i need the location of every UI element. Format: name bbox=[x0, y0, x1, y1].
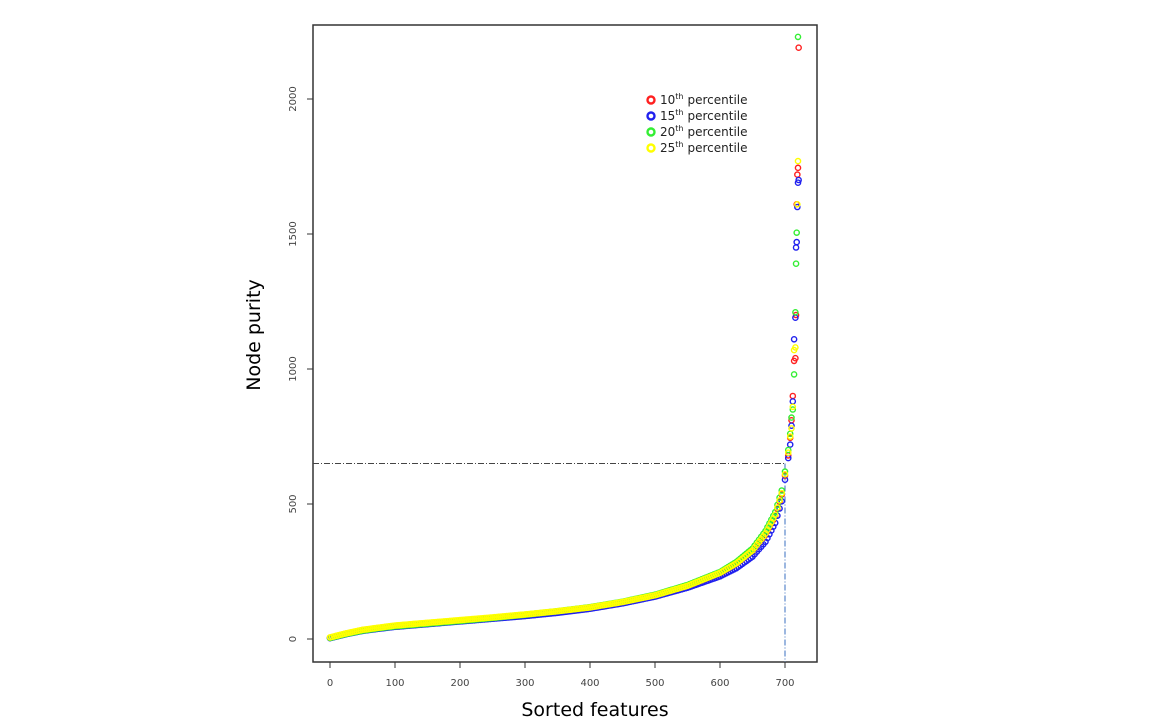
data-point bbox=[776, 497, 783, 504]
x-tick-label: 400 bbox=[580, 678, 599, 689]
legend-label: 20th percentile bbox=[660, 124, 748, 139]
data-point bbox=[794, 179, 802, 186]
y-tick-label: 1000 bbox=[288, 356, 299, 381]
data-point bbox=[788, 425, 795, 432]
legend-label: 15th percentile bbox=[660, 108, 748, 123]
legend-marker bbox=[646, 111, 656, 121]
data-point bbox=[792, 244, 800, 251]
x-tick-label: 700 bbox=[775, 678, 794, 689]
series-25 bbox=[326, 157, 802, 641]
data-point bbox=[794, 203, 801, 211]
data-point bbox=[786, 441, 794, 448]
data-point bbox=[790, 371, 798, 378]
data-point bbox=[794, 164, 802, 172]
data-point bbox=[771, 511, 779, 519]
data-point bbox=[793, 229, 801, 236]
x-tick-label: 200 bbox=[450, 678, 469, 689]
data-point bbox=[792, 344, 799, 351]
data-point bbox=[795, 176, 802, 184]
legend-label: 25th percentile bbox=[660, 140, 748, 155]
data-point bbox=[781, 470, 789, 478]
data-point bbox=[794, 33, 802, 41]
y-axis-title: Node purity bbox=[243, 279, 265, 391]
x-axis-title: Sorted features bbox=[521, 699, 668, 720]
data-point bbox=[790, 335, 798, 343]
data-point bbox=[788, 422, 795, 430]
data-point bbox=[778, 489, 786, 497]
x-tick-label: 100 bbox=[385, 678, 404, 689]
data-point bbox=[794, 157, 802, 165]
data-point bbox=[789, 406, 797, 413]
data-point bbox=[793, 238, 801, 246]
legend-marker bbox=[646, 127, 656, 137]
data-point bbox=[789, 398, 797, 405]
data-point bbox=[795, 44, 802, 52]
y-tick-label: 2000 bbox=[288, 86, 299, 111]
y-tick-label: 500 bbox=[288, 494, 299, 513]
x-tick-label: 300 bbox=[515, 678, 534, 689]
data-point bbox=[792, 311, 800, 319]
y-tick-label: 0 bbox=[288, 636, 299, 642]
data-point bbox=[788, 414, 795, 421]
legend-marker bbox=[646, 143, 656, 153]
series-15 bbox=[326, 176, 802, 642]
data-point bbox=[789, 403, 797, 411]
x-tick-label: 500 bbox=[645, 678, 664, 689]
data-point bbox=[778, 487, 786, 494]
data-point bbox=[792, 354, 799, 362]
data-point bbox=[792, 308, 799, 316]
data-point bbox=[774, 504, 781, 511]
x-tick-label: 0 bbox=[327, 678, 333, 689]
data-point bbox=[784, 446, 792, 454]
y-tick-label: 1500 bbox=[288, 221, 299, 246]
data-point bbox=[789, 392, 797, 400]
data-point bbox=[784, 449, 792, 457]
data-point bbox=[792, 260, 800, 268]
legend-label: 10th percentile bbox=[660, 92, 748, 107]
data-point bbox=[786, 433, 794, 440]
data-point bbox=[781, 468, 789, 475]
plot-frame bbox=[312, 24, 818, 663]
data-point bbox=[794, 171, 801, 178]
data-point bbox=[794, 200, 801, 208]
legend-marker bbox=[646, 95, 656, 105]
x-tick-label: 600 bbox=[710, 678, 729, 689]
